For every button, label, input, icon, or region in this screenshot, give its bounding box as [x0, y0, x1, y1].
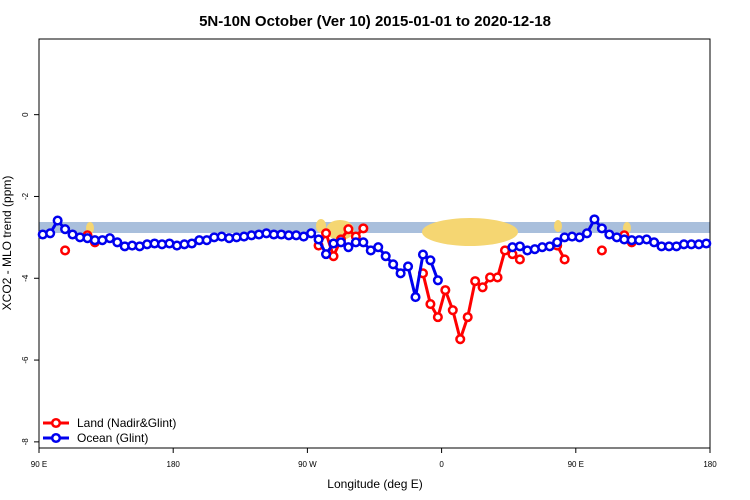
data-point: [596, 223, 607, 234]
data-point: [559, 254, 570, 265]
data-point: [358, 223, 369, 234]
data-point: [306, 228, 317, 239]
data-point: [470, 276, 481, 287]
data-point: [380, 251, 391, 262]
data-point: [320, 249, 332, 260]
data-point: [425, 255, 436, 266]
data-point: [596, 245, 607, 256]
data-point: [701, 238, 712, 249]
x-tick-label: 90 E: [568, 460, 584, 469]
data-point: [447, 305, 458, 316]
data-point: [320, 228, 332, 239]
data-point: [492, 272, 503, 283]
y-tick-label: -4: [21, 274, 30, 282]
data-point: [373, 242, 384, 253]
legend-label: Land (Nadir&Glint): [77, 416, 176, 430]
data-point: [514, 241, 525, 252]
y-tick-label: -6: [21, 356, 30, 364]
data-point: [432, 312, 443, 323]
chart-title: 5N-10N October (Ver 10) 2015-01-01 to 20…: [199, 13, 551, 30]
data-point: [60, 245, 71, 256]
data-point: [574, 232, 585, 243]
data-point: [552, 237, 563, 248]
data-point: [335, 237, 347, 248]
legend: Land (Nadir&Glint)Ocean (Glint): [43, 416, 176, 445]
x-tick-label: 90 E: [31, 460, 47, 469]
y-axis-label: XCO2 - MLO trend (ppm): [0, 176, 14, 311]
data-point: [104, 233, 115, 244]
data-point: [432, 275, 443, 286]
data-point: [417, 249, 429, 260]
x-tick-label: 90 W: [298, 460, 317, 469]
data-point: [45, 228, 56, 239]
y-tick-label: -8: [21, 438, 30, 446]
data-point: [358, 237, 369, 248]
data-point: [52, 215, 63, 226]
data-point: [410, 292, 421, 303]
x-tick-label: 180: [703, 460, 717, 469]
data-point: [544, 241, 555, 252]
data-point: [60, 224, 71, 235]
data-point: [581, 228, 593, 239]
data-point: [403, 261, 414, 272]
data-point: [514, 254, 525, 265]
data-point: [313, 234, 324, 245]
data-point: [462, 312, 473, 323]
y-tick-label: -2: [21, 192, 30, 200]
x-tick-label: 180: [167, 460, 181, 469]
data-point: [343, 224, 354, 235]
legend-marker: [50, 417, 62, 429]
legend-label: Ocean (Glint): [77, 431, 148, 445]
x-tick-label: 0: [439, 460, 444, 469]
data-point: [425, 298, 436, 310]
data-point: [388, 259, 399, 270]
data-point: [440, 285, 451, 296]
data-point: [477, 282, 488, 293]
legend-marker: [50, 432, 62, 444]
data-point: [112, 237, 123, 248]
data-point: [395, 268, 406, 279]
data-point: [455, 334, 466, 345]
data-point: [589, 214, 600, 225]
data-point: [649, 237, 660, 248]
x-axis-label: Longitude (deg E): [327, 477, 422, 491]
y-tick-label: 0: [21, 112, 30, 117]
data-point: [343, 242, 354, 253]
